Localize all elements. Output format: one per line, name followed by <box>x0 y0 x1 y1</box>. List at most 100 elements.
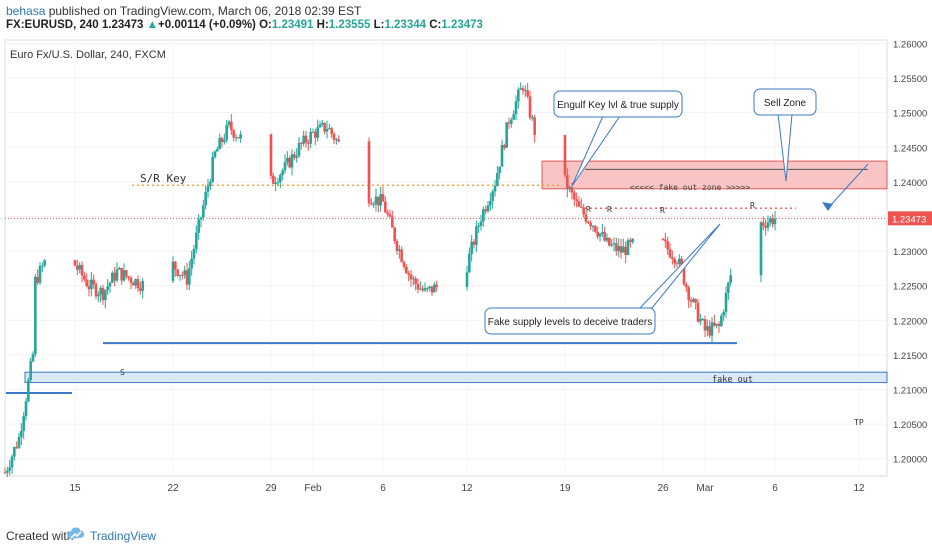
candle-body <box>332 133 336 140</box>
tradingview-link[interactable]: TradingView <box>90 529 157 543</box>
candle-body <box>92 279 95 285</box>
candle-body <box>38 265 42 283</box>
candle-body <box>582 207 585 215</box>
candle-body <box>190 258 193 269</box>
candle-body <box>106 286 109 291</box>
candle-body <box>274 182 277 184</box>
candle-body <box>419 288 422 290</box>
symbol-label[interactable]: FX:EURUSD, 240 <box>6 19 99 31</box>
x-tick-label: Mar <box>696 483 714 494</box>
y-tick-label: 1.20500 <box>893 420 927 431</box>
sell-zone-callout <box>753 88 817 116</box>
candle-body <box>230 121 233 131</box>
candle-body <box>115 269 119 281</box>
price-chart[interactable]: Engulf Key lvl & true supply Sell Zone Fak… <box>0 36 932 516</box>
candle-body <box>668 249 672 258</box>
candle-body <box>318 124 322 128</box>
candle-body <box>223 139 226 143</box>
engulf-callout-text: Engulf Key lvl & true supply <box>557 100 679 111</box>
y-tick-label: 1.24000 <box>893 178 927 189</box>
publish-line: behasa published on TradingView.com, Mar… <box>6 4 361 18</box>
candle-body <box>724 292 728 312</box>
candle-body <box>507 122 511 124</box>
candle-body <box>216 149 219 152</box>
candle-body <box>171 261 175 281</box>
sell-arrow-head <box>822 202 833 211</box>
candle-body <box>6 470 9 473</box>
candle-body <box>580 206 583 208</box>
candle-body <box>73 260 77 266</box>
candle-body <box>288 157 291 168</box>
candle-body <box>237 137 240 139</box>
candle-body <box>472 241 476 245</box>
candle-body <box>612 243 616 245</box>
candle-body <box>675 263 679 265</box>
candle-body <box>701 319 704 321</box>
candle-body <box>283 162 287 171</box>
tradingview-cloud-icon <box>67 527 85 539</box>
x-tick-label: 26 <box>657 483 669 494</box>
last-price: 1.23473 <box>101 19 144 31</box>
y-tick-label: 1.25500 <box>893 74 927 85</box>
candle-body <box>97 294 100 297</box>
candle-body <box>486 205 490 212</box>
candle-body <box>279 175 282 183</box>
candle-body <box>8 467 11 471</box>
candle-body <box>111 272 114 283</box>
candle-body <box>678 258 681 264</box>
candle-body <box>220 137 224 143</box>
low-value: 1.23344 <box>384 19 427 31</box>
axes: 1.260001.255001.250001.245001.240001.235… <box>69 39 932 494</box>
candle-body <box>141 280 144 291</box>
candle-body <box>664 239 667 242</box>
candle-body <box>272 175 275 184</box>
created-with: Created with <box>6 529 74 543</box>
candle-body <box>31 354 35 362</box>
candle-body <box>603 232 606 241</box>
candle-body <box>321 122 324 125</box>
candle-body <box>771 218 774 225</box>
candle-body <box>629 240 632 243</box>
candle-body <box>127 276 130 278</box>
candle-body <box>589 222 592 227</box>
chart-area[interactable]: Engulf Key lvl & true supply Sell Zone Fak… <box>0 36 932 516</box>
y-tick-label: 1.25000 <box>893 109 927 120</box>
candle-body <box>29 361 32 380</box>
candle-body <box>24 401 28 417</box>
candle-body <box>624 246 627 255</box>
candle-body <box>512 114 515 120</box>
author-link[interactable]: behasa <box>6 4 46 18</box>
candle-body <box>489 200 492 206</box>
candle-body <box>696 302 700 322</box>
x-tick-label: 15 <box>69 483 81 494</box>
resistance-label: R <box>607 205 612 214</box>
candle-body <box>192 248 196 259</box>
candle-body <box>20 430 23 438</box>
close-label: C: <box>429 19 442 31</box>
candle-body <box>715 323 718 326</box>
candle-body <box>484 209 487 212</box>
candle-body <box>699 319 702 322</box>
candle-body <box>108 282 112 287</box>
candle-body <box>608 237 611 246</box>
candle-body <box>524 90 527 92</box>
candle-body <box>563 134 567 176</box>
candle-body <box>122 270 126 281</box>
x-tick-label: 12 <box>461 483 473 494</box>
annotations: Engulf Key lvl & true supply Sell Zone Fak… <box>120 88 869 427</box>
candle-body <box>276 182 280 184</box>
candle-body <box>491 191 494 201</box>
support-zone <box>24 371 888 384</box>
open-value: 1.23491 <box>271 19 314 31</box>
candle-body <box>374 196 378 205</box>
candle-body <box>680 258 683 268</box>
candle-body <box>626 240 630 255</box>
candle-body <box>517 89 520 102</box>
candle-body <box>505 122 508 148</box>
fake-out-zone <box>541 160 888 190</box>
candle-body <box>729 275 732 283</box>
candle-body <box>402 261 406 267</box>
candle-body <box>720 315 723 326</box>
candle-body <box>661 238 665 240</box>
candle-body <box>239 134 242 139</box>
